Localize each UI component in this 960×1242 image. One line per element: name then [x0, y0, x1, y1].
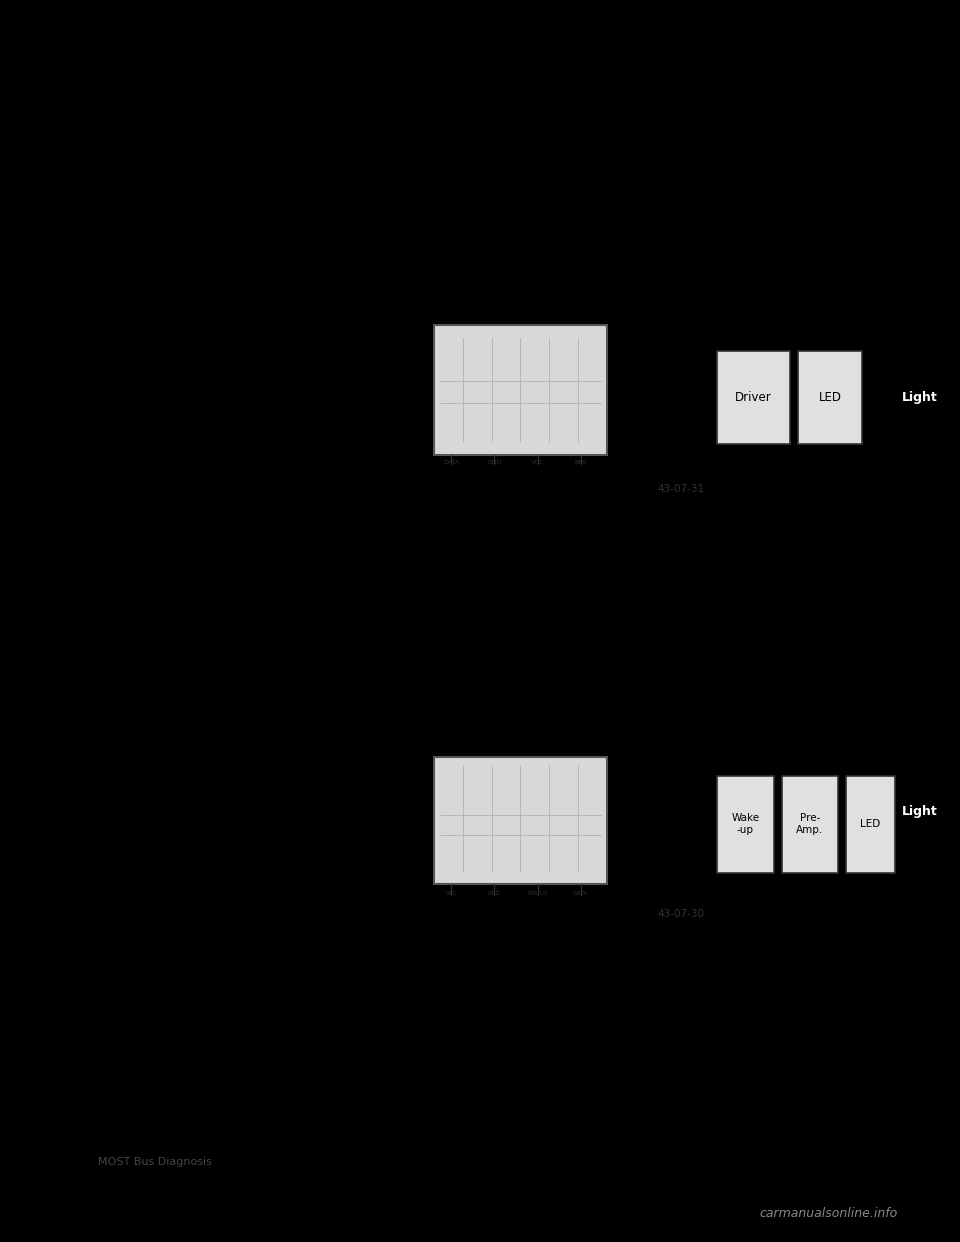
- Text: •   Optical transmitter: • Optical transmitter: [113, 237, 261, 251]
- Text: •   A pre-amplifier: • A pre-amplifier: [113, 866, 233, 879]
- Text: STATUS: STATUS: [527, 891, 548, 895]
- Text: Each control unit of the MOST framework contains a transmitter and a receiver.  : Each control unit of the MOST framework …: [98, 304, 706, 317]
- Text: MOST bus (650 nm light, i.e. red visible: MOST bus (650 nm light, i.e. red visible: [98, 550, 360, 563]
- Text: The receiver receives the data from the: The receiver receives the data from the: [98, 771, 363, 785]
- Text: MOST Bus Diagnosis: MOST Bus Diagnosis: [98, 1156, 211, 1167]
- Text: Transmitter: Transmitter: [496, 292, 567, 306]
- Text: The receiver contains a diode that converts the optical signal into an electrica: The receiver contains a diode that conve…: [98, 976, 704, 989]
- Text: Driver: Driver: [735, 391, 772, 405]
- Text: carmanualsonline.info: carmanualsonline.info: [759, 1207, 898, 1220]
- FancyBboxPatch shape: [717, 775, 774, 872]
- Text: 43-07-30: 43-07-30: [658, 909, 705, 919]
- Text: mitter and receiver have been developed by BMW.  The low closed circuit (rest) c: mitter and receiver have been developed …: [98, 328, 683, 342]
- FancyBboxPatch shape: [434, 325, 607, 455]
- Text: Optical Receiver: Optical Receiver: [98, 743, 220, 756]
- Text: •   A wake-up circuit: • A wake-up circuit: [113, 899, 250, 913]
- Text: DATA: DATA: [574, 891, 588, 895]
- Text: •   Optical receiver: • Optical receiver: [113, 262, 240, 276]
- Text: 6: 6: [98, 1141, 106, 1154]
- Text: bus requires the following converter components:: bus requires the following converter com…: [98, 199, 431, 212]
- Text: Receiver: Receiver: [505, 727, 559, 739]
- Text: Wake
-up: Wake -up: [732, 814, 759, 835]
- Text: RES: RES: [575, 460, 587, 465]
- Text: VCC: VCC: [531, 460, 544, 465]
- Text: The MOST bus is a plastic optical waveguide.  The MOST bus is coded in green in : The MOST bus is a plastic optical wavegu…: [98, 150, 694, 163]
- Text: •   An LED: • An LED: [113, 832, 181, 845]
- FancyBboxPatch shape: [717, 351, 790, 445]
- Text: (Repair cables are black in color).   The light wavelength is 650 nm (red light): (Repair cables are black in color). The …: [98, 174, 700, 188]
- Text: LED: LED: [860, 818, 880, 830]
- Text: VCC: VCC: [445, 891, 457, 895]
- Text: light).   The repeat frequency is 44.1: light). The repeat frequency is 44.1: [98, 575, 342, 587]
- Text: driver energizes an LED (light-emitting: driver energizes an LED (light-emitting: [98, 451, 356, 465]
- Text: Optical Transmitter: Optical Transmitter: [98, 399, 242, 411]
- Text: GND: GND: [487, 460, 502, 465]
- Text: tional buffer is required, yet another reason why this bus system is so efficien: tional buffer is required, yet another r…: [98, 660, 690, 673]
- Text: MHz.: MHz.: [98, 600, 130, 612]
- Text: signal is amplified and further processed at the MOST network interface.: signal is amplified and further processe…: [98, 1001, 584, 1013]
- Text: 43-07-31: 43-07-31: [658, 484, 705, 494]
- Text: Pre-
Amp.: Pre- Amp.: [797, 814, 824, 835]
- FancyBboxPatch shape: [434, 758, 607, 884]
- Text: media.: media.: [98, 684, 143, 698]
- Text: MOST bus.  The receiver consists of:: MOST bus. The receiver consists of:: [98, 796, 339, 809]
- FancyBboxPatch shape: [798, 351, 862, 445]
- FancyBboxPatch shape: [847, 775, 895, 872]
- Text: properties of the transmitter and receiver enable optical wake-up by the MOST bu: properties of the transmitter and receiv…: [98, 353, 658, 366]
- Text: Light: Light: [920, 392, 951, 405]
- Text: The sensing frequency on a CD player and for audio is 44.1 MHz; this means than : The sensing frequency on a CD player and…: [98, 636, 702, 648]
- FancyBboxPatch shape: [781, 775, 838, 872]
- Text: A driver is fitted in the transmitter. The: A driver is fitted in the transmitter. T…: [98, 426, 359, 440]
- Text: •   An interface that converts the optical signal into an electrical signal: • An interface that converts the optical…: [113, 933, 588, 946]
- Text: Light: Light: [901, 805, 938, 817]
- Text: Optical Bus: Optical Bus: [98, 118, 182, 132]
- Text: DATA: DATA: [444, 460, 459, 465]
- Text: The LED transmits light signals on the: The LED transmits light signals on the: [98, 525, 351, 538]
- Text: GND: GND: [488, 891, 501, 895]
- Text: Light: Light: [901, 391, 938, 404]
- Text: LED: LED: [819, 391, 842, 405]
- Text: diode).: diode).: [98, 476, 144, 489]
